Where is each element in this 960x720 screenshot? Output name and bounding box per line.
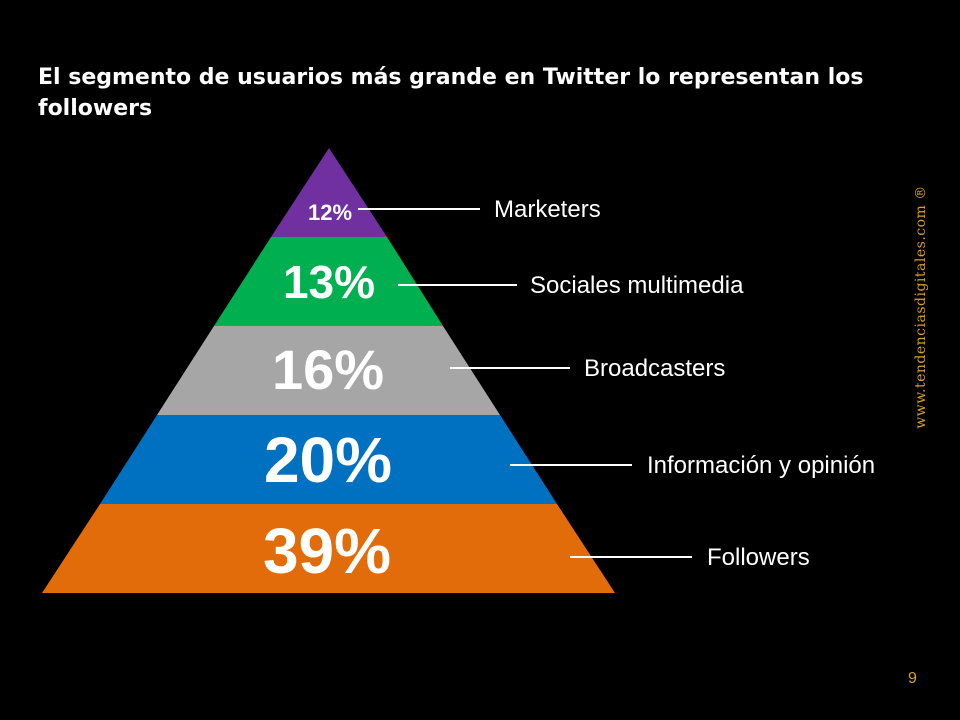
- percent-followers: 39%: [263, 515, 391, 587]
- label-marketers: Marketers: [494, 196, 601, 223]
- label-informacion-opinion: Información y opinión: [647, 452, 875, 479]
- watermark-text: www.tendenciasdigitales.com ®: [913, 185, 929, 429]
- label-broadcasters: Broadcasters: [584, 355, 725, 382]
- watermark: www.tendenciasdigitales.com ®: [906, 182, 936, 432]
- percent-informacion-opinion: 20%: [264, 424, 392, 496]
- label-followers: Followers: [707, 544, 810, 571]
- percent-marketers: 12%: [308, 200, 352, 225]
- pyramid-tier-sociales-multimedia: [214, 237, 443, 326]
- slide-title: El segmento de usuarios más grande en Tw…: [38, 65, 864, 121]
- percent-sociales-multimedia: 13%: [283, 256, 375, 308]
- pyramid-tier-marketers: [271, 148, 387, 237]
- pyramid-tier-broadcasters: [157, 326, 500, 415]
- label-sociales-multimedia: Sociales multimedia: [530, 272, 744, 299]
- pyramid-tier-informacion-opinion: [100, 415, 557, 504]
- pyramid-tier-followers: [42, 504, 615, 593]
- percent-broadcasters: 16%: [272, 338, 384, 401]
- page-number: 9: [908, 670, 917, 687]
